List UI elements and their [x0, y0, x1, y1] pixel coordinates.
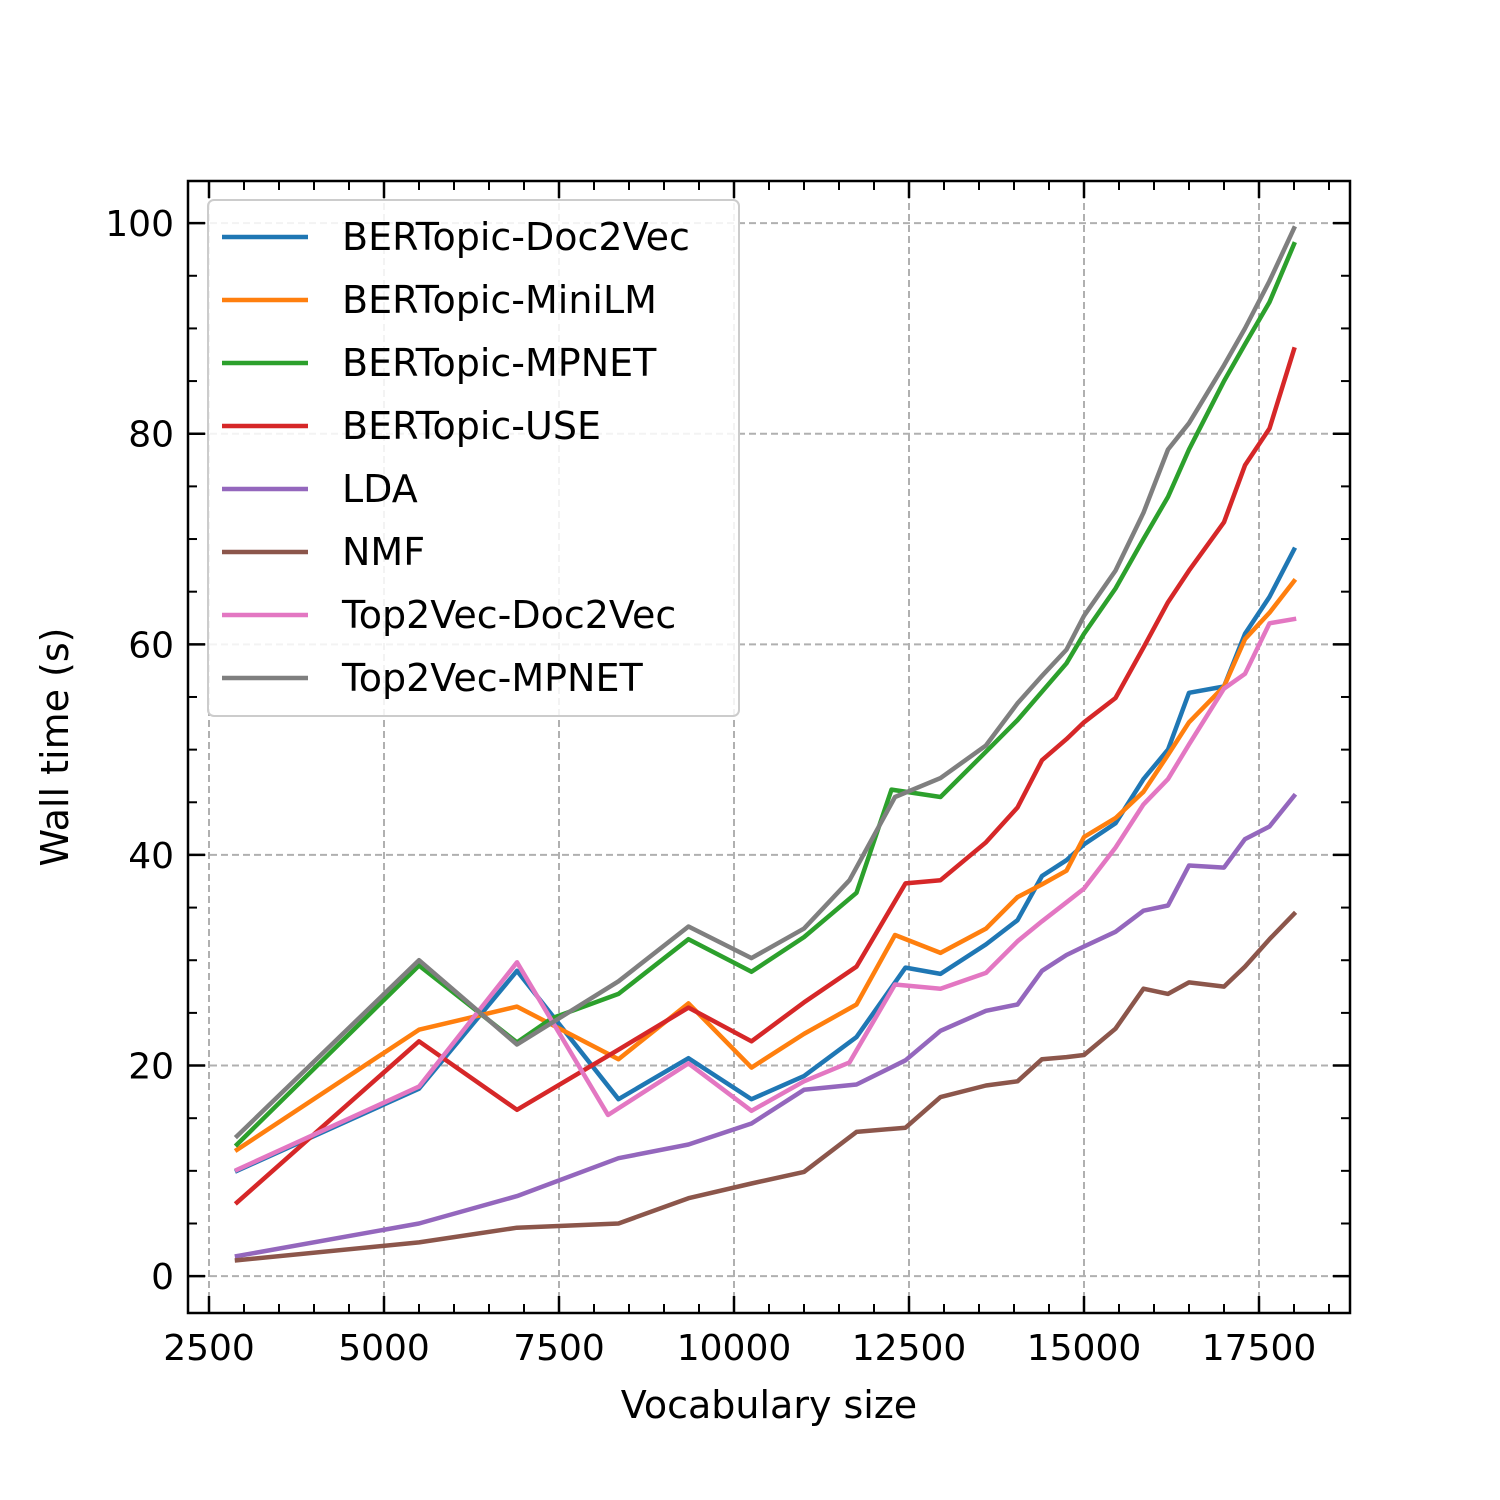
x-axis-label: Vocabulary size	[621, 1383, 917, 1427]
series-lines	[233, 225, 1298, 1263]
x-tick-label: 12500	[852, 1328, 967, 1369]
y-tick-label: 100	[105, 204, 174, 245]
x-tick-label: 5000	[338, 1328, 430, 1369]
series-line-nmf	[234, 910, 1298, 1263]
series-line-top2vec-doc2vec	[234, 616, 1297, 1173]
x-tick-label: 7500	[513, 1328, 605, 1369]
axis-ticks	[188, 181, 1350, 1313]
legend-label-nmf: NMF	[342, 530, 425, 574]
tick-labels: 2500 5000 7500 10000 12500 15000 17500 0 20 40 60 8…	[105, 204, 1316, 1369]
x-tick-label: 10000	[677, 1328, 792, 1369]
legend-box	[207, 199, 740, 717]
y-tick-label: 0	[151, 1257, 174, 1298]
legend-label-lda: LDA	[342, 467, 418, 511]
series-line-bertopic-mpnet	[233, 241, 1297, 1148]
x-tick-label: 15000	[1027, 1328, 1142, 1369]
series-line-bertopic-use	[233, 346, 1297, 1206]
y-axis-label: Wall time (s)	[33, 627, 77, 866]
y-tick-label: 60	[128, 625, 174, 666]
y-tick-label: 80	[128, 415, 174, 456]
y-tick-label: 40	[128, 836, 174, 877]
series-line-bertopic-doc2vec	[234, 546, 1298, 1174]
legend-label-bertopic-use: BERTopic-USE	[342, 404, 601, 448]
legend-label-top2vec-doc2vec: Top2Vec-Doc2Vec	[341, 593, 676, 637]
y-tick-label: 20	[128, 1047, 174, 1088]
x-tick-label: 17500	[1202, 1328, 1317, 1369]
legend: BERTopic-Doc2Vec BERTopic-MiniLM BERTopic-…	[207, 199, 740, 717]
series-line-lda	[234, 792, 1298, 1259]
legend-label-bertopic-doc2vec: BERTopic-Doc2Vec	[342, 215, 690, 259]
series-line-top2vec-mpnet	[233, 225, 1297, 1140]
x-tick-label: 2500	[163, 1328, 255, 1369]
legend-label-bertopic-minilm: BERTopic-MiniLM	[342, 278, 657, 322]
legend-label-top2vec-mpnet: Top2Vec-MPNET	[341, 656, 643, 700]
legend-label-bertopic-mpnet: BERTopic-MPNET	[342, 341, 657, 385]
